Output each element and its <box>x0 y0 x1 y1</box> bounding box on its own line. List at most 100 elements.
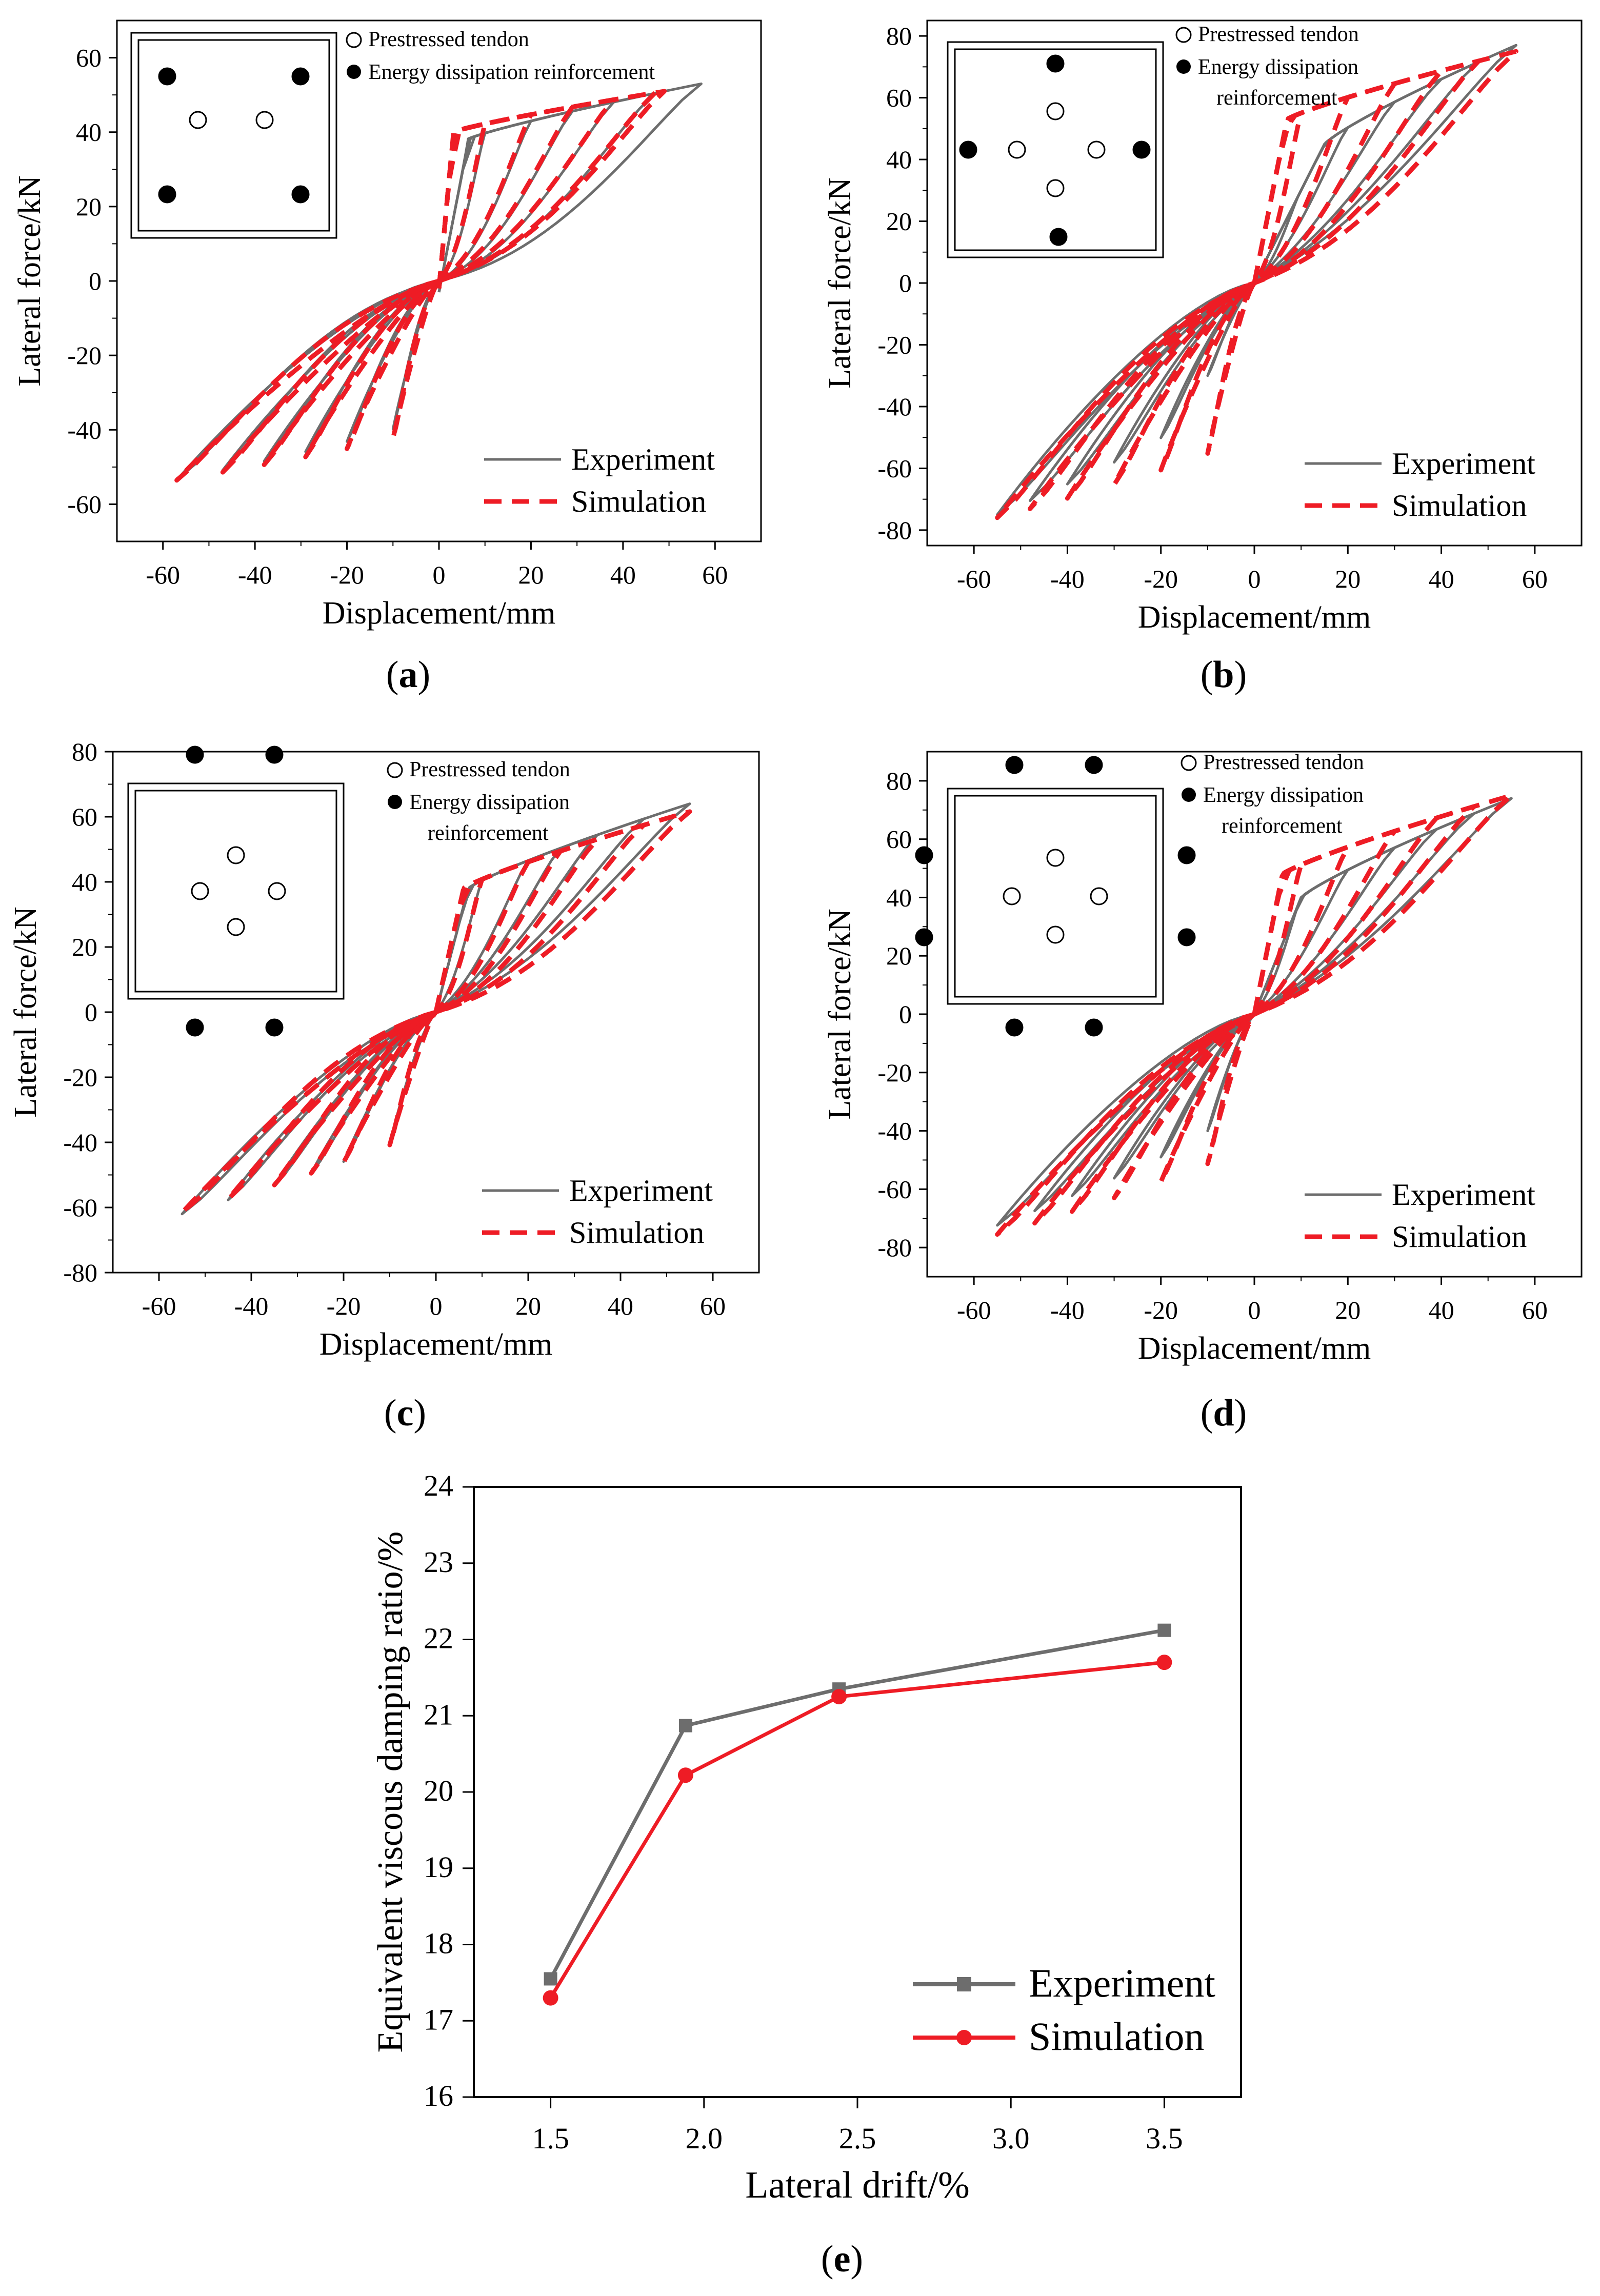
inset-legend-rebar-label: Energy dissipation <box>409 791 570 814</box>
y-tick-label-d: -60 <box>877 1175 912 1203</box>
caption-paren: ( <box>821 2238 834 2280</box>
y-axis-label-e: Equivalent viscous damping ratio/% <box>371 1532 410 2053</box>
caption-e: (e) <box>821 2238 863 2280</box>
rebar-dot <box>915 928 933 946</box>
tendon-circle <box>191 882 209 900</box>
legend-label-a: Simulation <box>571 485 706 518</box>
caption-paren: ) <box>1234 1392 1247 1434</box>
y-axis-label-d: Lateral force/kN <box>823 909 857 1119</box>
y-tick-label-c: 40 <box>72 868 97 896</box>
x-tick-label-b: -60 <box>957 565 991 593</box>
inset-legend-rebar-icon <box>1176 59 1191 74</box>
x-tick-label-b: 40 <box>1429 565 1454 593</box>
y-tick-label-c: -80 <box>63 1258 97 1287</box>
section-outer-a <box>130 32 337 239</box>
rebar-dot <box>1005 756 1024 774</box>
legend-label-d: Simulation <box>1392 1220 1527 1254</box>
x-tick-label-b: 0 <box>1248 565 1261 593</box>
x-tick-label-a: 40 <box>610 560 636 589</box>
y-tick-label-e: 22 <box>424 1622 453 1655</box>
rebar-dot <box>1049 228 1068 246</box>
y-tick-label-d: 40 <box>886 883 912 912</box>
legend-label-d: Experiment <box>1392 1178 1535 1212</box>
rebar-dot <box>1085 1018 1103 1037</box>
rebar-dot <box>1046 54 1065 73</box>
inset-legend-rebar-label: Energy dissipation <box>1198 55 1358 79</box>
y-tick-label-e: 23 <box>424 1545 453 1579</box>
y-tick-label-d: 0 <box>899 1000 912 1029</box>
y-tick-label-b: -60 <box>877 454 912 482</box>
x-tick-label-d: -40 <box>1050 1296 1085 1324</box>
rebar-dot <box>1177 928 1196 946</box>
section-outer-b <box>947 41 1164 258</box>
y-tick-label-e: 21 <box>424 1698 453 1731</box>
y-tick-label-a: -60 <box>67 490 102 518</box>
y-tick-label-e: 17 <box>424 2003 453 2036</box>
rebar-dot <box>158 67 176 86</box>
y-tick-label-c: 0 <box>85 998 97 1026</box>
y-tick-label-e: 18 <box>424 1927 453 1960</box>
y-tick-label-d: -20 <box>877 1058 912 1087</box>
y-tick-label-c: 80 <box>72 737 97 766</box>
section-inner-c <box>134 790 337 993</box>
simulation-loop-c <box>179 809 692 1215</box>
rebar-dot <box>265 746 284 764</box>
rebar-dot <box>291 185 310 204</box>
y-axis-label-c: Lateral force/kN <box>8 907 43 1117</box>
legend-label-b: Experiment <box>1392 447 1535 480</box>
x-tick-label-e: 3.5 <box>1146 2122 1183 2155</box>
tendon-circle <box>1087 140 1106 159</box>
x-tick-label-b: 60 <box>1522 565 1548 593</box>
y-tick-label-a: 60 <box>76 44 102 72</box>
x-tick-label-c: -40 <box>234 1292 269 1320</box>
x-tick-label-d: -60 <box>957 1296 991 1324</box>
x-tick-label-e: 3.0 <box>992 2122 1030 2155</box>
rebar-dot <box>158 185 176 204</box>
inset-legend-tendon-label: Prestressed tendon <box>368 28 529 51</box>
x-tick-label-b: 20 <box>1335 565 1361 593</box>
inset-legend-tendon-icon <box>1181 755 1197 771</box>
y-tick-label-c: 60 <box>72 802 97 831</box>
tendon-circle <box>255 111 274 129</box>
caption-letter: d <box>1213 1392 1234 1434</box>
y-tick-label-e: 19 <box>424 1850 453 1884</box>
legend-label-e: Simulation <box>1029 2014 1204 2059</box>
simulation-point <box>543 1990 558 2006</box>
y-tick-label-a: -20 <box>67 341 102 370</box>
legend-label-b: Simulation <box>1392 489 1527 522</box>
tendon-circle <box>1046 179 1065 197</box>
y-tick-label-e: 24 <box>424 1469 453 1502</box>
section-inner-d <box>954 795 1157 998</box>
experiment-series-line <box>549 1628 1165 1980</box>
inset-legend-rebar-icon <box>388 795 402 809</box>
x-tick-label-a: -20 <box>330 560 364 589</box>
x-tick-label-c: -60 <box>142 1292 176 1320</box>
x-tick-label-b: -20 <box>1144 565 1178 593</box>
inset-legend-rebar-label-2: reinforcement <box>428 821 549 845</box>
caption-paren: ( <box>1201 654 1213 696</box>
x-tick-label-a: -40 <box>238 560 272 589</box>
simulation-point <box>677 1767 693 1783</box>
caption-letter: a <box>399 654 418 696</box>
inset-legend-rebar-label: Energy dissipation <box>1203 783 1364 807</box>
caption-paren: ( <box>384 1392 397 1434</box>
y-tick-label-d: 60 <box>886 825 912 854</box>
x-tick-label-d: 0 <box>1248 1296 1261 1324</box>
rebar-dot <box>265 1018 284 1037</box>
y-axis-label-b: Lateral force/kN <box>823 177 857 388</box>
x-tick-label-c: 60 <box>700 1292 726 1320</box>
section-inner-b <box>954 48 1157 251</box>
rebar-dot <box>915 846 933 864</box>
inset-legend-rebar-icon <box>1182 788 1196 802</box>
caption-paren: ) <box>418 654 431 696</box>
legend-label-a: Experiment <box>571 442 715 476</box>
caption-a: (a) <box>386 654 430 696</box>
simulation-point <box>831 1689 847 1705</box>
tendon-circle <box>1046 102 1065 120</box>
tendon-circle <box>1003 887 1021 905</box>
x-axis-label-c: Displacement/mm <box>319 1327 553 1362</box>
y-tick-label-b: 80 <box>886 22 912 50</box>
x-tick-label-a: 0 <box>433 560 446 589</box>
rebar-dot <box>1085 756 1103 774</box>
inset-legend-tendon-label: Prestressed tendon <box>1203 751 1364 774</box>
